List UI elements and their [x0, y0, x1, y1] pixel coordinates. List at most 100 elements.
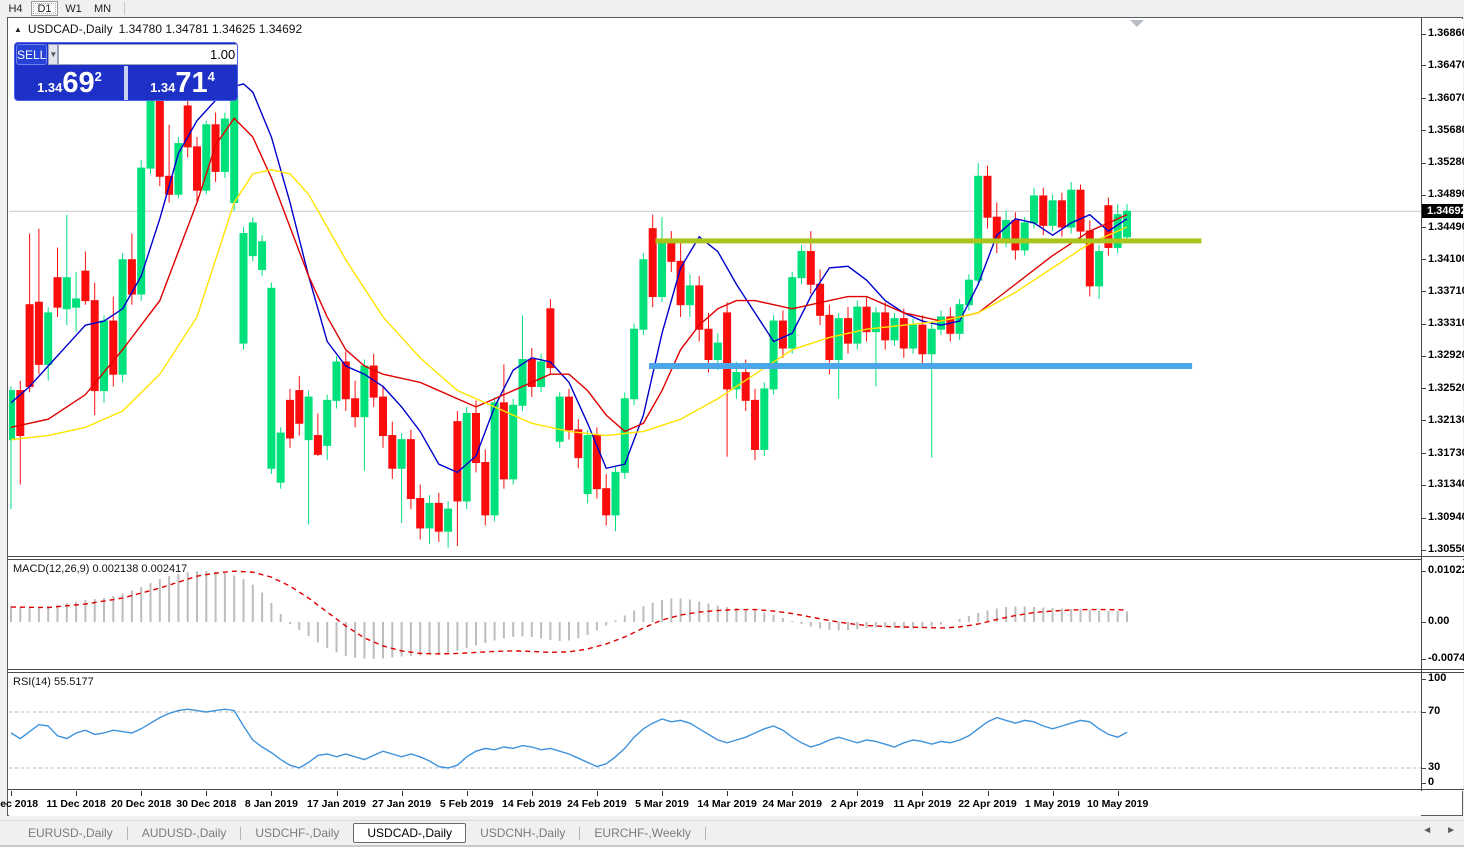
date-tick-label: 27 Jan 2019 [372, 798, 432, 810]
time-axis-splitter [8, 789, 1464, 791]
macd-tick-label: 0.010229 [1428, 564, 1464, 576]
sell-price-pips: 69 [62, 67, 95, 99]
price-scale-divider [1421, 18, 1422, 791]
macd-pane-canvas[interactable] [9, 559, 1421, 669]
price-tick-label: 1.36470 [1428, 58, 1464, 71]
date-tick-label: 2 Apr 2019 [830, 798, 884, 810]
tab-usdcad-daily[interactable]: USDCAD-,Daily [353, 823, 467, 843]
tab-eurusd-daily[interactable]: EURUSD-,Daily [28, 826, 113, 840]
scroll-to-end-marker-icon[interactable] [1130, 20, 1144, 27]
macd-scale[interactable]: 0.010229 0.00 -0.007477 [1422, 559, 1464, 669]
price-tick-label: 1.31730 [1428, 446, 1464, 459]
macd-histogram [10, 571, 1128, 659]
candles-layer [9, 86, 1131, 548]
rsi-value: 55.5177 [53, 676, 94, 688]
sell-price-display[interactable]: 1.34 69 2 [15, 66, 124, 100]
sell-price-point: 2 [94, 69, 102, 84]
buy-price-point: 4 [207, 69, 215, 84]
support-line [648, 363, 1193, 370]
time-axis[interactable]: 2 Dec 2018 11 Dec 2018 20 Dec 2018 30 Dec 2… [0, 791, 1421, 816]
macd-values: 0.002138 0.002417 [92, 563, 188, 575]
macd-signal-line [10, 570, 1128, 655]
timeframe-toolbar: H4 D1 W1 MN [0, 0, 1464, 17]
price-tick-label: 1.34100 [1428, 252, 1464, 265]
volume-decrease-icon[interactable]: ▼ [48, 44, 59, 65]
ma-mid-line [10, 117, 1128, 433]
date-tick-label: 20 Dec 2018 [111, 798, 172, 810]
rsi-pane-canvas[interactable] [9, 673, 1421, 791]
tab-divider [579, 826, 581, 840]
toolbar-separator [124, 2, 125, 15]
chart-tab-bar: EURUSD-,Daily AUDUSD-,Daily USDCHF-,Dail… [0, 820, 1464, 845]
window-bottom-edge [0, 845, 1464, 847]
price-tick-label: 1.32920 [1428, 349, 1464, 362]
one-click-panel-toggle-icon[interactable]: ▲ [14, 24, 22, 34]
price-tick-label: 1.36070 [1428, 91, 1464, 104]
date-tick-label: 30 Dec 2018 [176, 798, 237, 810]
rsi-scale[interactable]: 100 70 30 0 [1422, 672, 1463, 789]
sell-price-base: 1.34 [37, 80, 63, 95]
tab-divider [126, 826, 128, 840]
tab-usdchf-daily[interactable]: USDCHF-,Daily [255, 826, 340, 840]
price-tick-label: 1.35680 [1428, 123, 1464, 136]
date-tick-label: 14 Mar 2019 [697, 798, 757, 810]
timeframe-h4-button[interactable]: H4 [8, 2, 23, 15]
tab-scroll-left-icon[interactable]: ◄ [1422, 825, 1433, 836]
date-tick-label: 5 Feb 2019 [439, 798, 494, 810]
date-tick-label: 11 Dec 2018 [46, 798, 106, 810]
trade-panel-divider [124, 66, 128, 100]
price-tick-label: 1.30550 [1428, 543, 1464, 556]
chart-window: ▲ USDCAD-,Daily 1.34780 1.34781 1.34625 … [0, 17, 1464, 816]
macd-pane-splitter[interactable] [8, 556, 1464, 560]
tab-eurchf-weekly[interactable]: EURCHF-,Weekly [594, 826, 691, 840]
macd-tick-label: -0.007477 [1428, 652, 1464, 665]
date-tick-label: 24 Feb 2019 [567, 798, 627, 810]
macd-tick-label: 0.00 [1428, 615, 1450, 627]
main-chart-canvas[interactable] [9, 19, 1421, 557]
price-tick-label: 1.30940 [1428, 511, 1464, 524]
price-tick-label: 1.35280 [1428, 156, 1464, 169]
date-tick-label: 8 Jan 2019 [244, 798, 298, 810]
price-tick-label: 1.33310 [1428, 317, 1464, 330]
date-tick-label: 10 May 2019 [1087, 798, 1149, 810]
tab-scroll-right-icon[interactable]: ► [1446, 825, 1456, 836]
rsi-tick-label: 30 [1428, 761, 1441, 773]
rsi-line [10, 708, 1128, 769]
rsi-tick-label: 0 [1428, 776, 1435, 788]
rsi-tick-label: 100 [1428, 672, 1447, 684]
rsi-tick-label: 70 [1428, 705, 1441, 717]
chart-ohlc-quote: 1.34780 1.34781 1.34625 1.34692 [118, 22, 303, 36]
price-tick-label: 1.31340 [1428, 478, 1464, 491]
buy-price-display[interactable]: 1.34 71 4 [128, 66, 237, 100]
sell-button[interactable]: SELL [16, 44, 48, 65]
rsi-pane-splitter[interactable] [8, 669, 1464, 673]
buy-price-pips: 71 [175, 67, 208, 99]
ma-slow-line [10, 169, 1128, 441]
chart-title: ▲ USDCAD-,Daily 1.34780 1.34781 1.34625 … [14, 22, 302, 36]
date-tick-label: 5 Mar 2019 [635, 798, 689, 810]
tab-audusd-daily[interactable]: AUDUSD-,Daily [141, 826, 227, 840]
price-tick-label: 1.34490 [1428, 220, 1464, 233]
timeframe-mn-button[interactable]: MN [93, 2, 112, 15]
tab-usdcnh-daily[interactable]: USDCNH-,Daily [480, 826, 566, 840]
current-price-tag: 1.34692 [1422, 204, 1464, 219]
date-tick-label: 22 Apr 2019 [958, 798, 1017, 810]
price-tick-label: 1.36860 [1428, 27, 1464, 39]
timeframe-d1-button[interactable]: D1 [31, 1, 58, 16]
price-tick-label: 1.32130 [1428, 413, 1464, 426]
rsi-indicator-label: RSI(14) 55.5177 [13, 676, 94, 688]
volume-input[interactable] [58, 44, 237, 65]
price-tick-label: 1.34890 [1428, 188, 1464, 201]
price-scale[interactable]: 1.36860 1.36470 1.36070 1.35680 1.35280 1.348… [1422, 19, 1464, 556]
price-tick-label: 1.33710 [1428, 284, 1464, 297]
tab-divider [704, 826, 706, 840]
macd-indicator-label: MACD(12,26,9) 0.002138 0.002417 [13, 563, 188, 575]
date-tick-label: 2 Dec 2018 [0, 798, 39, 810]
timeframe-w1-button[interactable]: W1 [65, 2, 82, 15]
date-tick-label: 17 Jan 2019 [307, 798, 366, 810]
date-tick-label: 24 Mar 2019 [762, 798, 822, 810]
date-tick-label: 11 Apr 2019 [893, 798, 952, 810]
chart-symbol-label: USDCAD-,Daily [27, 22, 113, 36]
resistance-line [655, 238, 1202, 244]
